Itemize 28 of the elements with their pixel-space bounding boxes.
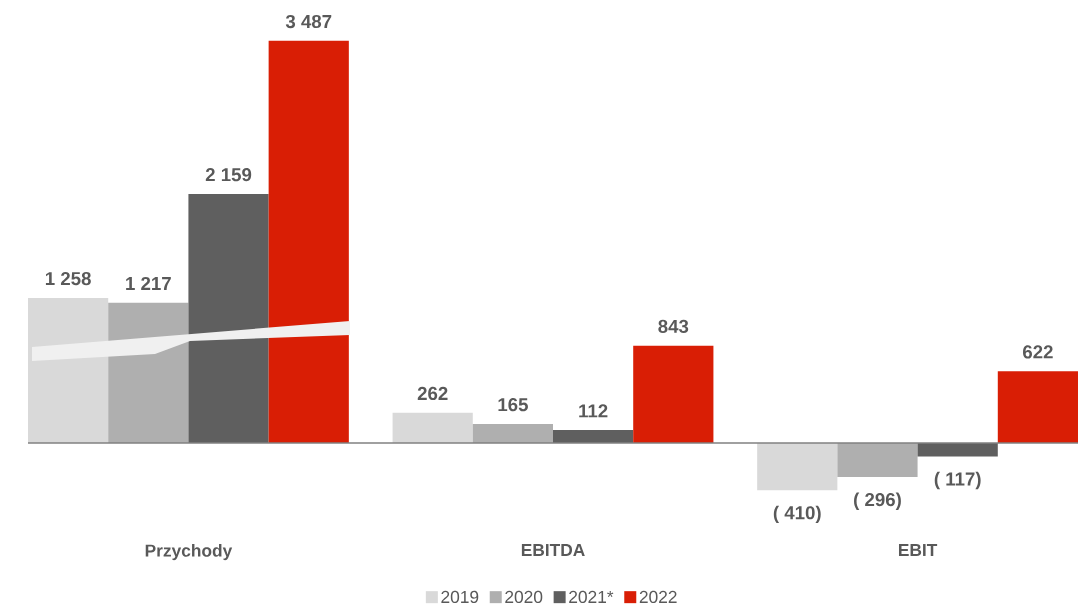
data-label: 3 487 [285, 14, 332, 29]
bar [268, 40, 349, 443]
bar [633, 345, 714, 443]
data-label: ( 117) [934, 471, 981, 490]
data-label: 112 [579, 404, 608, 418]
legend-label: 2020 [505, 590, 543, 604]
bar [837, 442, 918, 478]
data-label: 622 [1023, 345, 1053, 359]
data-label: 1 217 [126, 276, 171, 290]
bar [997, 371, 1078, 443]
data-label: 1 258 [45, 271, 91, 286]
data-label: ( 410) [773, 505, 821, 524]
bar [553, 430, 634, 443]
bar [472, 423, 554, 443]
bar [757, 442, 838, 491]
data-label: 262 [417, 386, 448, 401]
data-label: 165 [498, 398, 528, 412]
x-tick-label: Przychody [145, 544, 233, 561]
legend-label: 2019 [441, 590, 479, 604]
x-tick-label: EBITDA [521, 544, 585, 556]
legend-label: 2021* [569, 590, 614, 604]
x-tick-label: EBIT [898, 544, 938, 556]
data-label: ( 296) [854, 492, 901, 510]
data-label: 2 159 [205, 168, 252, 182]
data-label: 843 [658, 319, 689, 334]
legend-label: 2022 [639, 590, 677, 604]
bar [392, 412, 473, 443]
bar [188, 194, 269, 443]
